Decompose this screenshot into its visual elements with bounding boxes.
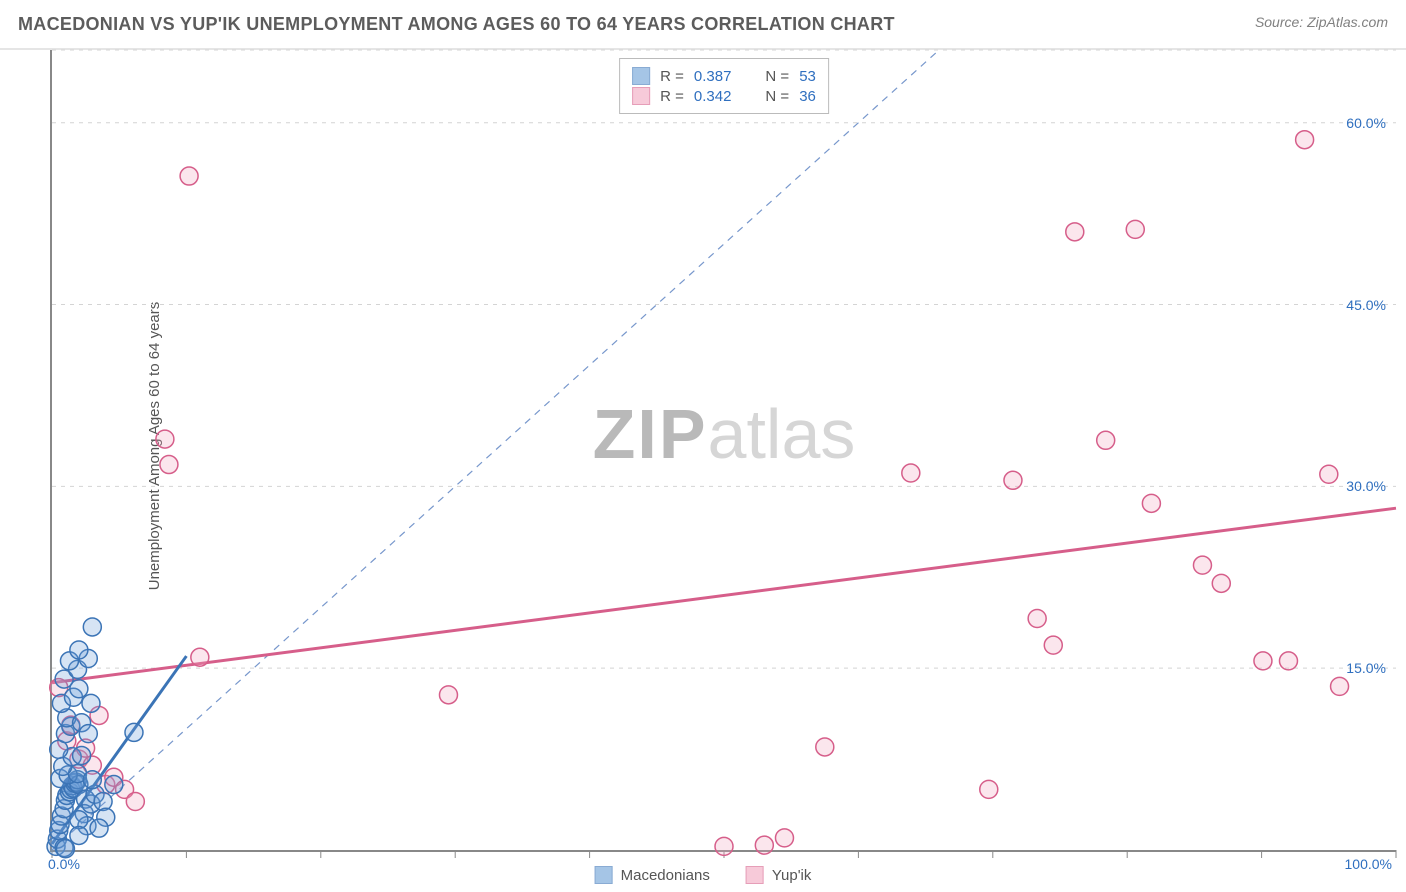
legend-item-yupik: Yup'ik [746, 866, 812, 884]
r-value-macedonians: 0.387 [694, 68, 732, 85]
legend-item-macedonians: Macedonians [595, 866, 710, 884]
swatch-yupik [746, 866, 764, 884]
chart-container: MACEDONIAN VS YUP'IK UNEMPLOYMENT AMONG … [0, 0, 1406, 892]
n-value-macedonians: 53 [799, 68, 816, 85]
swatch-macedonians [632, 67, 650, 85]
r-prefix: R = [660, 88, 684, 105]
legend-series: Macedonians Yup'ik [595, 866, 812, 884]
r-prefix: R = [660, 68, 684, 85]
swatch-macedonians [595, 866, 613, 884]
legend-stats-row-yupik: R = 0.342 N = 36 [632, 87, 816, 105]
legend-label-macedonians: Macedonians [621, 867, 710, 884]
source-name: ZipAtlas.com [1307, 14, 1388, 30]
x-tick-label-min: 0.0% [48, 856, 80, 872]
x-tick-label-max: 100.0% [1345, 856, 1392, 872]
legend-label-yupik: Yup'ik [772, 867, 812, 884]
n-prefix: N = [765, 68, 789, 85]
y-tick-label: 60.0% [1346, 115, 1386, 131]
chart-title: MACEDONIAN VS YUP'IK UNEMPLOYMENT AMONG … [18, 14, 895, 35]
y-tick-label: 45.0% [1346, 297, 1386, 313]
y-tick-label: 30.0% [1346, 478, 1386, 494]
swatch-yupik [632, 87, 650, 105]
source-attribution: Source: ZipAtlas.com [1255, 14, 1388, 30]
chart-header: MACEDONIAN VS YUP'IK UNEMPLOYMENT AMONG … [0, 0, 1406, 50]
data-layer [52, 50, 1396, 850]
source-prefix: Source: [1255, 14, 1303, 30]
plot-area: ZIPatlas R = 0.387 N = 53 R = 0.342 N = … [50, 50, 1396, 852]
r-value-yupik: 0.342 [694, 88, 732, 105]
n-value-yupik: 36 [799, 88, 816, 105]
n-prefix: N = [765, 88, 789, 105]
y-tick-label: 15.0% [1346, 660, 1386, 676]
legend-stats: R = 0.387 N = 53 R = 0.342 N = 36 [619, 58, 829, 114]
legend-stats-row-macedonians: R = 0.387 N = 53 [632, 67, 816, 85]
